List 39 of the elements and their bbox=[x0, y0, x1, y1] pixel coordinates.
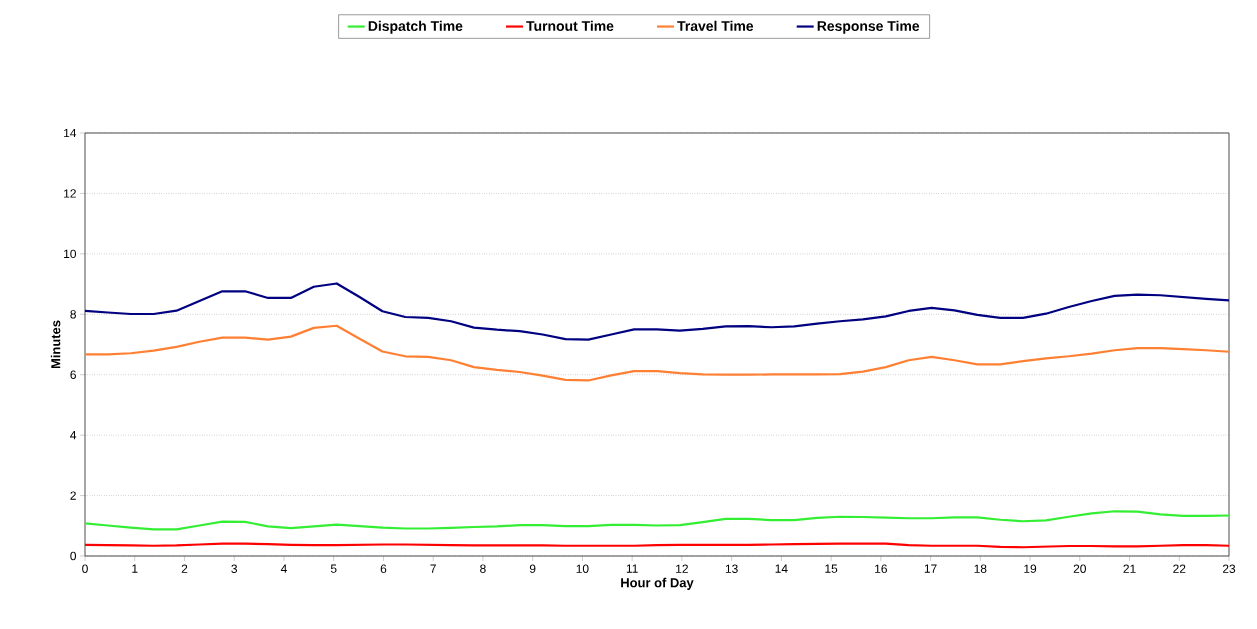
x-tick-label: 7 bbox=[430, 564, 436, 573]
x-tick-label: 14 bbox=[775, 564, 788, 573]
x-tick-label: 18 bbox=[974, 564, 987, 573]
x-tick-label: 17 bbox=[924, 564, 937, 573]
y-tick-label: 12 bbox=[64, 189, 76, 198]
y-tick-label: 8 bbox=[70, 310, 76, 319]
x-tick-label: 22 bbox=[1173, 564, 1186, 573]
x-tick-label: 19 bbox=[1024, 564, 1037, 573]
x-tick-label: 0 bbox=[82, 564, 88, 573]
x-tick-label: 13 bbox=[725, 564, 738, 573]
x-tick-label: 9 bbox=[529, 564, 536, 573]
x-tick-label: 4 bbox=[280, 564, 287, 573]
y-axis-title: Minutes bbox=[50, 320, 61, 369]
y-tick-label: 6 bbox=[70, 370, 76, 379]
legend-label: Response Time bbox=[817, 20, 920, 34]
x-tick-label: 1 bbox=[132, 564, 138, 573]
y-tick-label: 4 bbox=[70, 431, 77, 440]
x-tick-label: 15 bbox=[825, 564, 838, 573]
x-tick-label: 21 bbox=[1123, 564, 1136, 573]
y-tick-label: 0 bbox=[70, 551, 77, 561]
x-tick-label: 20 bbox=[1073, 564, 1086, 573]
x-axis-title: Hour of Day bbox=[621, 577, 694, 590]
y-tick-label: 14 bbox=[64, 128, 77, 138]
x-tick-label: 16 bbox=[875, 564, 887, 573]
x-tick-label: 10 bbox=[576, 564, 589, 573]
x-tick-label: 8 bbox=[480, 564, 486, 573]
x-tick-label: 6 bbox=[380, 564, 387, 573]
x-tick-label: 12 bbox=[676, 564, 688, 573]
y-tick-label: 10 bbox=[64, 249, 77, 259]
x-tick-label: 23 bbox=[1222, 564, 1236, 573]
x-tick-label: 3 bbox=[231, 564, 238, 573]
y-tick-label: 2 bbox=[70, 491, 76, 500]
x-tick-label: 11 bbox=[626, 564, 638, 573]
x-tick-label: 5 bbox=[330, 564, 337, 573]
line-series bbox=[83, 510, 1231, 531]
x-tick-label: 2 bbox=[181, 564, 188, 573]
legend-label: Turnout Time bbox=[526, 20, 614, 31]
legend-label: Dispatch Time bbox=[368, 20, 463, 34]
legend-label: Travel Time bbox=[677, 20, 754, 31]
